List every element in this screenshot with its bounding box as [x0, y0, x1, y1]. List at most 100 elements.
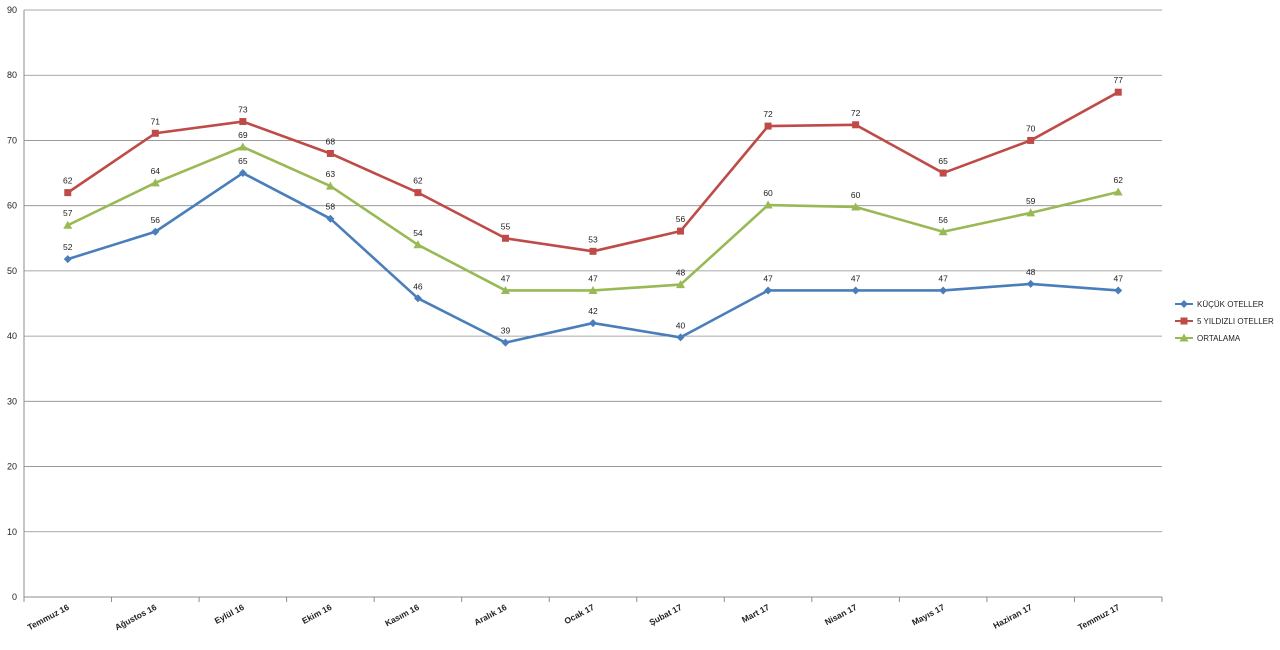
- data-point-2: [677, 227, 685, 235]
- legend-label-3: ORTALAMA: [1197, 334, 1241, 343]
- data-label-3: 62: [1113, 175, 1123, 185]
- data-point-1: [676, 333, 685, 342]
- data-label-2: 72: [763, 109, 773, 119]
- y-tick-label: 50: [7, 266, 17, 276]
- data-label-2: 65: [938, 156, 948, 166]
- data-point-3: [763, 200, 773, 209]
- data-label-2: 72: [851, 108, 861, 118]
- data-point-1: [939, 286, 948, 295]
- data-label-1: 46: [413, 281, 423, 291]
- data-label-3: 59: [1026, 196, 1036, 206]
- x-tick-label: Nisan 17: [823, 602, 859, 627]
- data-label-3: 63: [326, 169, 336, 179]
- y-tick-label: 30: [7, 396, 17, 406]
- x-tick-label: Aralık 16: [472, 602, 508, 628]
- data-label-2: 55: [501, 221, 511, 231]
- data-label-1: 47: [763, 273, 773, 283]
- y-tick-label: 70: [7, 135, 17, 145]
- data-point-3: [938, 227, 948, 236]
- data-label-3: 48: [676, 268, 686, 278]
- data-point-1: [589, 319, 597, 328]
- x-tick-label: Haziran 17: [991, 602, 1033, 631]
- data-point-2: [939, 169, 947, 177]
- data-label-3: 47: [501, 273, 511, 283]
- data-label-3: 60: [763, 188, 773, 198]
- data-point-2: [239, 118, 247, 126]
- data-label-3: 56: [938, 215, 948, 225]
- series-line-3: [67, 145, 1119, 292]
- y-tick-label: 10: [7, 527, 17, 537]
- data-point-1: [326, 214, 335, 223]
- data-point-1: [851, 286, 860, 295]
- data-label-2: 71: [151, 116, 161, 126]
- data-label-2: 53: [588, 234, 598, 244]
- x-tick-label: Mayıs 17: [910, 602, 946, 628]
- data-point-1: [63, 255, 72, 264]
- data-point-2: [414, 189, 422, 197]
- data-label-2: 73: [238, 105, 248, 115]
- series-line-1: [67, 171, 1119, 344]
- legend-marker-3: [1179, 333, 1189, 342]
- y-tick-label: 90: [7, 5, 17, 15]
- data-point-1: [501, 338, 510, 347]
- data-point-2: [326, 149, 334, 157]
- data-point-2: [64, 189, 72, 197]
- data-label-2: 62: [63, 176, 73, 186]
- data-point-1: [1026, 279, 1035, 288]
- data-label-1: 52: [63, 242, 73, 252]
- data-point-2: [764, 122, 772, 130]
- data-point-1: [413, 294, 422, 303]
- data-label-1: 65: [238, 156, 248, 166]
- data-point-3: [238, 142, 248, 151]
- data-point-3: [1026, 208, 1036, 217]
- data-point-3: [500, 285, 510, 294]
- data-point-3: [413, 240, 423, 249]
- data-point-3: [588, 285, 598, 294]
- data-point-3: [851, 202, 861, 211]
- legend-marker-2: [1180, 317, 1188, 325]
- data-point-2: [501, 234, 509, 242]
- data-point-3: [1113, 187, 1123, 196]
- data-label-2: 68: [326, 136, 336, 146]
- data-point-2: [151, 129, 159, 137]
- data-label-2: 70: [1026, 123, 1036, 133]
- data-label-3: 64: [151, 166, 161, 176]
- data-label-1: 47: [851, 273, 861, 283]
- data-point-2: [589, 247, 597, 255]
- data-label-3: 54: [413, 228, 423, 238]
- data-point-1: [238, 169, 247, 178]
- y-tick-label: 0: [12, 592, 17, 602]
- legend-label-1: KÜÇÜK OTELLER: [1197, 300, 1264, 309]
- data-point-3: [676, 280, 686, 289]
- data-label-3: 69: [238, 130, 248, 140]
- data-label-1: 58: [326, 202, 336, 212]
- data-label-1: 48: [1026, 267, 1036, 277]
- y-tick-label: 60: [7, 201, 17, 211]
- data-label-1: 40: [676, 320, 686, 330]
- x-tick-label: Eylül 16: [213, 602, 246, 626]
- data-label-1: 42: [588, 306, 598, 316]
- data-label-3: 57: [63, 208, 73, 218]
- y-tick-label: 80: [7, 70, 17, 80]
- data-point-3: [63, 220, 73, 229]
- data-label-1: 39: [501, 326, 511, 336]
- x-tick-label: Ekim 16: [300, 602, 333, 626]
- data-point-2: [1114, 88, 1122, 96]
- data-point-2: [1027, 136, 1035, 144]
- data-point-3: [325, 181, 335, 190]
- x-tick-label: Temmuz 17: [1076, 602, 1121, 632]
- y-tick-label: 40: [7, 331, 17, 341]
- legend-label-2: 5 YILDIZLI OTELLER: [1197, 317, 1274, 326]
- x-tick-label: Kasım 16: [383, 602, 421, 628]
- data-point-3: [150, 178, 160, 187]
- data-label-1: 47: [938, 273, 948, 283]
- data-label-2: 77: [1113, 75, 1123, 85]
- data-point-2: [852, 121, 860, 129]
- data-label-1: 56: [151, 215, 161, 225]
- data-label-3: 60: [851, 190, 861, 200]
- data-point-1: [764, 286, 773, 295]
- x-tick-label: Mart 17: [740, 602, 771, 625]
- y-tick-label: 20: [7, 462, 17, 472]
